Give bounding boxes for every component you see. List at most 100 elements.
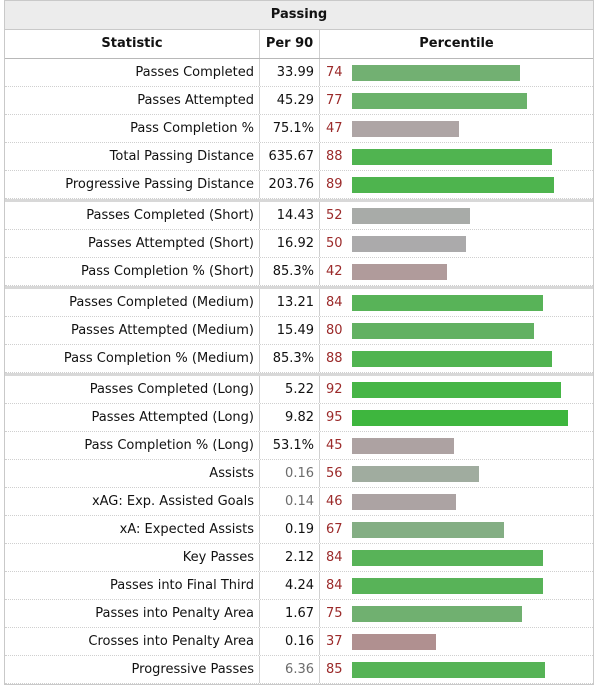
percentile-number: 92 <box>326 382 343 397</box>
stat-name: xA: Expected Assists <box>5 516 260 543</box>
percentile-bar <box>352 236 466 252</box>
stat-name: Passes into Penalty Area <box>5 600 260 627</box>
percentile-cell: 77 <box>320 87 593 114</box>
stat-name: Pass Completion % (Medium) <box>5 345 260 372</box>
stat-name: Pass Completion % (Long) <box>5 432 260 459</box>
table-row: Assists 0.16 56 <box>5 460 593 488</box>
percentile-cell: 75 <box>320 600 593 627</box>
table-row: Passes Completed (Short) 14.43 52 <box>5 199 593 230</box>
percentile-number: 42 <box>326 264 343 279</box>
percentile-number: 67 <box>326 522 343 537</box>
percentile-number: 95 <box>326 410 343 425</box>
table-row: Passes Completed (Long) 5.22 92 <box>5 373 593 404</box>
stat-name: Passes Completed (Long) <box>5 376 260 403</box>
percentile-cell: 47 <box>320 115 593 142</box>
table-row: Passes into Final Third 4.24 84 <box>5 572 593 600</box>
per90-value: 53.1% <box>260 432 320 459</box>
percentile-cell: 92 <box>320 376 593 403</box>
table-row: xAG: Exp. Assisted Goals 0.14 46 <box>5 488 593 516</box>
percentile-cell: 46 <box>320 488 593 515</box>
stat-name: Progressive Passes <box>5 656 260 683</box>
per90-value: 13.21 <box>260 289 320 316</box>
percentile-number: 50 <box>326 236 343 251</box>
percentile-number: 89 <box>326 177 343 192</box>
percentile-bar <box>352 323 534 339</box>
percentile-number: 74 <box>326 65 343 80</box>
percentile-cell: 74 <box>320 59 593 86</box>
table-row: Pass Completion % (Medium) 85.3% 88 <box>5 345 593 373</box>
table-row: Pass Completion % (Short) 85.3% 42 <box>5 258 593 286</box>
table-row: Progressive Passing Distance 203.76 89 <box>5 171 593 199</box>
percentile-bar <box>352 438 454 454</box>
header-percentile[interactable]: Percentile <box>419 36 494 51</box>
percentile-number: 85 <box>326 662 343 677</box>
stat-name: Assists <box>5 460 260 487</box>
percentile-number: 45 <box>326 438 343 453</box>
table-header-row: Statistic Per 90 Percentile <box>5 30 593 59</box>
per90-value: 9.82 <box>260 404 320 431</box>
table-row: Passes Attempted (Medium) 15.49 80 <box>5 317 593 345</box>
percentile-number: 46 <box>326 494 343 509</box>
table-body: Passes Completed 33.99 74 Passes Attempted 4… <box>5 59 593 684</box>
percentile-cell: 85 <box>320 656 593 683</box>
per90-value: 0.14 <box>260 488 320 515</box>
per90-value: 75.1% <box>260 115 320 142</box>
table-row: xA: Expected Assists 0.19 67 <box>5 516 593 544</box>
percentile-number: 52 <box>326 208 343 223</box>
percentile-bar <box>352 522 504 538</box>
percentile-cell: 37 <box>320 628 593 655</box>
header-statistic[interactable]: Statistic <box>5 30 260 58</box>
percentile-number: 56 <box>326 466 343 481</box>
percentile-number: 77 <box>326 93 343 108</box>
stat-name: Pass Completion % (Short) <box>5 258 260 285</box>
table-row: Passes Attempted (Short) 16.92 50 <box>5 230 593 258</box>
percentile-cell: 80 <box>320 317 593 344</box>
percentile-bar <box>352 93 527 109</box>
per90-value: 5.22 <box>260 376 320 403</box>
table-row: Crosses into Penalty Area 0.16 37 <box>5 628 593 656</box>
per90-value: 14.43 <box>260 202 320 229</box>
table-row: Key Passes 2.12 84 <box>5 544 593 572</box>
percentile-cell: 95 <box>320 404 593 431</box>
stat-name: Passes Attempted (Short) <box>5 230 260 257</box>
table-title: Passing <box>5 1 593 30</box>
per90-value: 85.3% <box>260 258 320 285</box>
percentile-number: 88 <box>326 149 343 164</box>
table-row: Total Passing Distance 635.67 88 <box>5 143 593 171</box>
stat-name: Crosses into Penalty Area <box>5 628 260 655</box>
stat-name: Progressive Passing Distance <box>5 171 260 198</box>
percentile-bar <box>352 410 568 426</box>
table-row: Passes Completed (Medium) 13.21 84 <box>5 286 593 317</box>
percentile-bar <box>352 121 459 137</box>
per90-value: 203.76 <box>260 171 320 198</box>
stat-name: Passes Attempted (Medium) <box>5 317 260 344</box>
percentile-number: 47 <box>326 121 343 136</box>
table-row: Passes into Penalty Area 1.67 75 <box>5 600 593 628</box>
percentile-cell: 56 <box>320 460 593 487</box>
table-row: Progressive Passes 6.36 85 <box>5 656 593 684</box>
percentile-bar <box>352 578 543 594</box>
header-per90[interactable]: Per 90 <box>260 30 320 58</box>
per90-value: 33.99 <box>260 59 320 86</box>
percentile-cell: 88 <box>320 345 593 372</box>
table-row: Passes Attempted 45.29 77 <box>5 87 593 115</box>
table-row: Pass Completion % (Long) 53.1% 45 <box>5 432 593 460</box>
per90-value: 635.67 <box>260 143 320 170</box>
percentile-cell: 84 <box>320 289 593 316</box>
per90-value: 16.92 <box>260 230 320 257</box>
percentile-cell: 42 <box>320 258 593 285</box>
per90-value: 0.19 <box>260 516 320 543</box>
table-row: Passes Completed 33.99 74 <box>5 59 593 87</box>
per90-value: 4.24 <box>260 572 320 599</box>
percentile-bar <box>352 295 543 311</box>
stat-name: Passes Attempted <box>5 87 260 114</box>
per90-value: 1.67 <box>260 600 320 627</box>
per90-value: 85.3% <box>260 345 320 372</box>
percentile-bar <box>352 606 522 622</box>
percentile-bar <box>352 494 456 510</box>
percentile-bar <box>352 264 447 280</box>
table-row: Passes Attempted (Long) 9.82 95 <box>5 404 593 432</box>
percentile-number: 84 <box>326 295 343 310</box>
stat-name: xAG: Exp. Assisted Goals <box>5 488 260 515</box>
percentile-number: 37 <box>326 634 343 649</box>
